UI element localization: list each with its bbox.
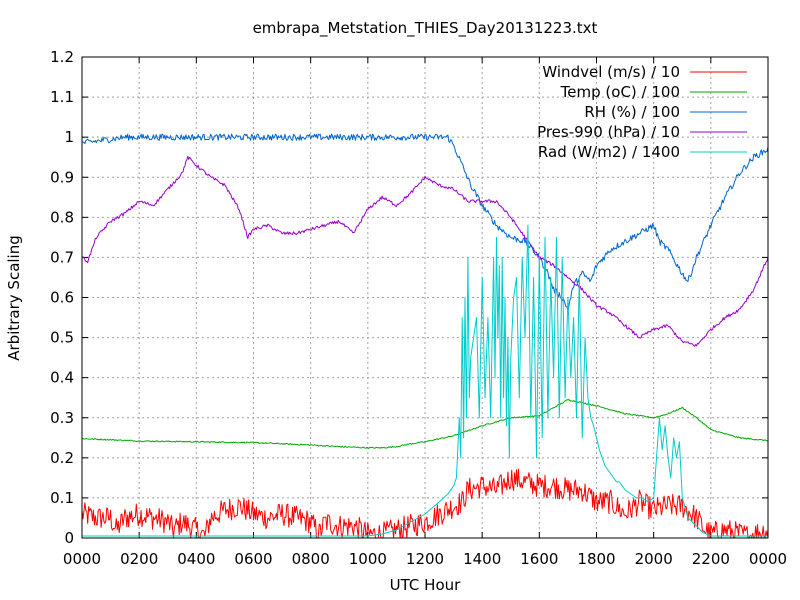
plot-frame: [81, 56, 769, 539]
x-tick-label: 0600: [234, 550, 272, 568]
x-tick-label: 1000: [349, 550, 387, 568]
legend-label: Windvel (m/s) / 10: [542, 63, 680, 81]
y-tick-label: 0.6: [50, 289, 74, 307]
y-tick-label: 0.1: [50, 489, 74, 507]
x-tick-label: 1800: [577, 550, 615, 568]
series-line-5: [82, 224, 768, 537]
y-tick-label: 1.2: [50, 48, 74, 66]
x-tick-label: 2000: [635, 550, 673, 568]
x-tick-label: 1600: [520, 550, 558, 568]
series-line-2: [82, 399, 768, 449]
legend: Windvel (m/s) / 10 Temp (oC) / 100 RH (%) …: [537, 63, 747, 161]
legend-label: Pres-990 (hPa) / 10: [537, 123, 680, 141]
x-tick-label: 0400: [177, 550, 215, 568]
y-tick-label: 0.3: [50, 409, 74, 427]
x-tick-label: 1400: [463, 550, 501, 568]
x-tick-label: 0000: [63, 550, 101, 568]
y-tick-label: 0: [64, 529, 74, 547]
y-tick-label: 0.8: [50, 208, 74, 226]
y-tick-label: 0.5: [50, 329, 74, 347]
y-tick-label: 0.7: [50, 248, 74, 266]
x-axis-label: UTC Hour: [390, 576, 461, 594]
series-line-1: [82, 468, 768, 538]
y-axis-label: Arbitrary Scaling: [5, 235, 23, 361]
series-line-4: [82, 155, 768, 347]
x-tick-label: 0200: [120, 550, 158, 568]
y-tick-label: 1: [64, 128, 74, 146]
x-tick-label: 2200: [692, 550, 730, 568]
x-tick-label: 0000: [749, 550, 787, 568]
legend-label: RH (%) / 100: [584, 103, 680, 121]
y-tick-label: 0.2: [50, 449, 74, 467]
legend-label: Temp (oC) / 100: [560, 83, 680, 101]
y-tick-label: 1.1: [50, 88, 74, 106]
y-tick-label: 0.9: [50, 168, 74, 186]
x-tick-label: 1200: [406, 550, 444, 568]
legend-label: Rad (W/m2) / 1400: [538, 143, 680, 161]
axis-ticks: 0000 0200 0400 0600 0800 1000 1200 1400 1600 1800…: [50, 48, 787, 568]
x-tick-label: 0800: [292, 550, 330, 568]
series-lines: [82, 133, 768, 538]
chart-title: embrapa_Metstation_THIES_Day20131223.txt: [253, 19, 598, 38]
y-tick-label: 0.4: [50, 369, 74, 387]
series-line-3: [82, 133, 768, 313]
